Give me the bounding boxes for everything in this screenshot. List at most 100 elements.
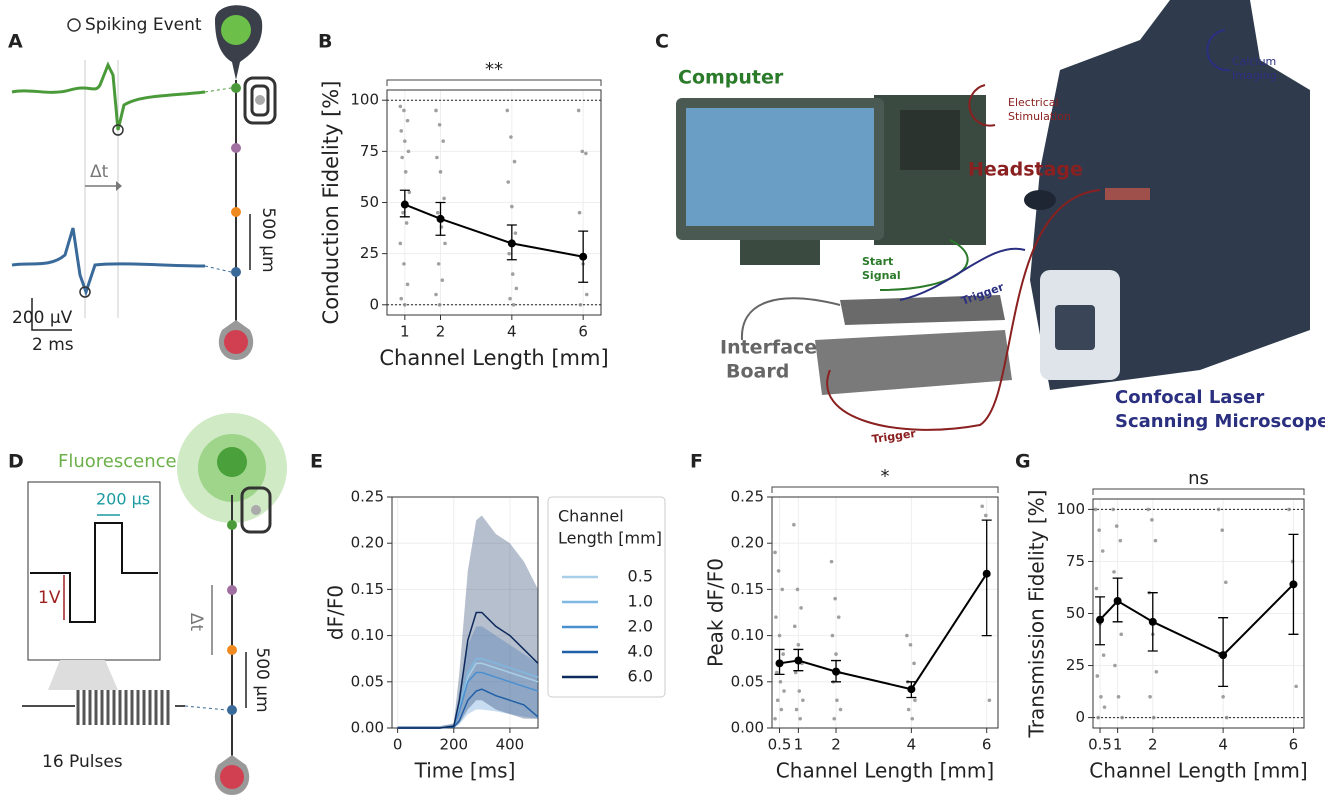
mean-marker <box>907 685 916 694</box>
soma <box>220 765 244 789</box>
connector <box>184 705 228 711</box>
x-tick-label: 200 <box>439 736 468 754</box>
y-tick-label: 0.00 <box>351 719 384 737</box>
data-point <box>776 569 781 573</box>
data-point <box>578 302 583 307</box>
y-tick-label: 25 <box>1066 656 1085 674</box>
legend-label: 0.5 <box>628 567 653 586</box>
data-point <box>401 210 405 215</box>
data-point <box>405 118 410 123</box>
pulse-train <box>76 690 170 725</box>
data-point <box>913 698 917 703</box>
mean-marker <box>436 214 445 223</box>
annotation: 500 µm <box>252 647 272 712</box>
data-point <box>438 170 443 174</box>
interface-board <box>815 330 1012 395</box>
mean-marker <box>982 569 991 578</box>
y-axis-label: Transmission Fidelity [%] <box>1025 490 1049 739</box>
annotation: Interface <box>720 337 817 359</box>
y-tick-label: 0.20 <box>731 534 764 552</box>
monitor-stand <box>740 240 820 265</box>
panel-label: C <box>655 31 669 53</box>
data-point <box>506 180 511 184</box>
error-bar <box>981 519 992 637</box>
y-tick-label: 100 <box>350 91 379 109</box>
data-point <box>1100 549 1105 553</box>
significance-bracket <box>386 79 602 86</box>
electrode <box>231 143 241 153</box>
x-tick-label: 2 <box>1148 736 1158 754</box>
data-point <box>799 606 803 610</box>
cycle-arrow <box>968 84 996 127</box>
data-point <box>510 204 514 209</box>
data-point <box>1146 507 1151 512</box>
data-point <box>908 643 913 647</box>
data-point <box>792 624 797 629</box>
data-point <box>509 135 513 139</box>
x-tick-label: 1 <box>794 736 804 754</box>
data-point <box>1151 715 1156 720</box>
x-axis-label: Channel Length [mm] <box>379 346 608 370</box>
mean-marker <box>1113 597 1122 606</box>
data-point <box>1150 518 1154 522</box>
data-point <box>912 661 916 666</box>
panel-label: A <box>8 31 23 53</box>
data-point <box>399 129 404 133</box>
x-axis-label: Time [ms] <box>414 759 516 783</box>
y-tick-label: 0.15 <box>731 580 764 598</box>
data-point <box>1097 528 1101 533</box>
eyepiece <box>1024 190 1056 210</box>
data-point <box>774 615 778 619</box>
mean-marker <box>1289 580 1298 589</box>
line <box>397 611 539 729</box>
x-tick-label: 0.5 <box>1088 736 1112 754</box>
data-point <box>780 587 785 592</box>
legend-label: 2.0 <box>628 617 653 636</box>
panel-label: B <box>318 31 332 53</box>
connector <box>204 265 232 273</box>
data-point <box>834 652 838 656</box>
significance-bracket <box>1092 488 1305 495</box>
legend-label: 6.0 <box>628 667 653 686</box>
data-point <box>793 670 798 675</box>
legend-label: 1.0 <box>628 592 653 611</box>
data-point <box>1114 524 1119 528</box>
electrode <box>227 645 237 655</box>
panel-label: D <box>8 451 24 473</box>
data-point <box>514 286 519 291</box>
cable <box>826 189 1101 431</box>
data-point <box>1095 674 1100 678</box>
data-point <box>399 296 404 301</box>
data-point <box>400 155 404 160</box>
data-point <box>1154 669 1159 674</box>
spiral <box>240 486 272 534</box>
pulse <box>30 522 158 623</box>
x-tick-label: 2 <box>436 323 446 341</box>
data-point <box>833 596 837 601</box>
x-tick-label: 0.5 <box>768 736 792 754</box>
soma <box>224 330 248 354</box>
soma <box>221 15 251 45</box>
electrode <box>231 267 241 277</box>
y-tick-label: 0 <box>1075 708 1085 726</box>
data-point <box>778 680 783 684</box>
x-tick-label: 1 <box>1113 736 1123 754</box>
arrow-head <box>116 181 122 191</box>
panel-a: Spiking Event Δt 200 µV 2 ms 500 µm <box>11 5 278 360</box>
x-tick-label: 4 <box>507 323 517 341</box>
legend-title: Length [mm] <box>558 529 662 548</box>
panel-c: Computer Electrical Stimulation Calcium … <box>676 0 1325 446</box>
data-point <box>829 559 834 564</box>
data-point <box>1221 694 1225 699</box>
data-point <box>779 707 784 712</box>
data-point <box>792 522 796 527</box>
cable <box>740 297 841 341</box>
data-point <box>510 272 515 276</box>
data-point <box>577 210 582 215</box>
data-point <box>434 292 438 297</box>
mean-marker <box>1096 615 1105 624</box>
data-point <box>1116 694 1121 699</box>
y-tick-label: 50 <box>360 193 379 211</box>
data-point <box>580 149 585 154</box>
